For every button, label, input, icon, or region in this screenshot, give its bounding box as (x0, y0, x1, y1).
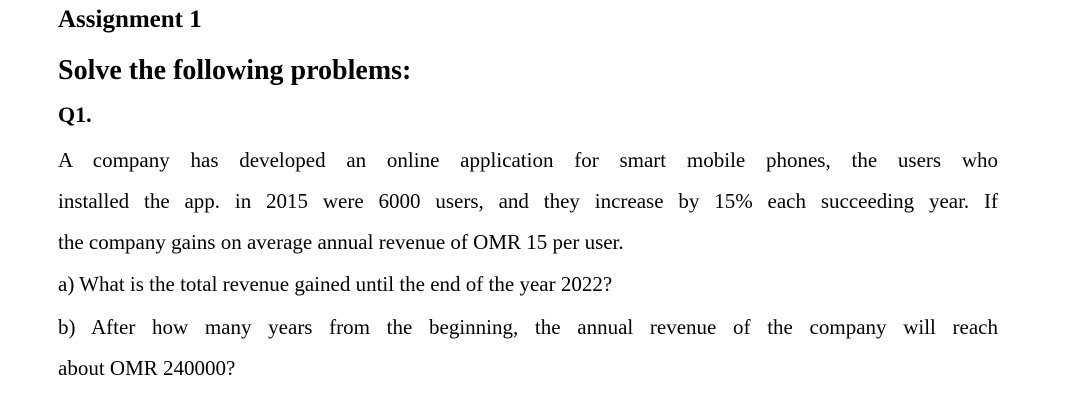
question-part-a: a) What is the total revenue gained unti… (58, 272, 613, 296)
assignment-title: Assignment 1 (58, 6, 202, 33)
problem-text-line-2: installed the app. in 2015 were 6000 use… (58, 189, 998, 213)
question-part-b-line-2: about OMR 240000? (58, 356, 236, 380)
question-part-b-line-1: b) After how many years from the beginni… (58, 315, 998, 339)
instructions-heading: Solve the following problems: (58, 55, 412, 86)
problem-text-line-1: A company has developed an online applic… (58, 148, 998, 172)
problem-text-line-3: the company gains on average annual reve… (58, 230, 624, 254)
question-label: Q1. (58, 102, 92, 127)
